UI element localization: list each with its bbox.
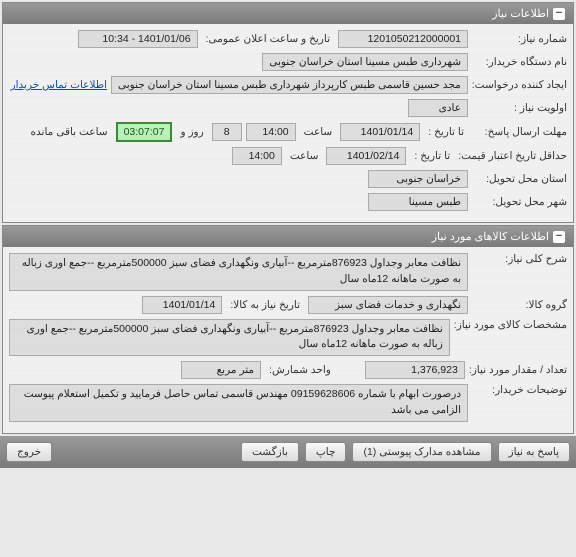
value-goods-group: نگهداری و خدمات فضای سبز (308, 296, 468, 314)
label-qty: تعداد / مقدار مورد نیاز: (469, 364, 567, 376)
label-city: شهر محل تحویل: (472, 196, 567, 208)
label-buyer-org: نام دستگاه خریدار: (472, 56, 567, 68)
label-requester: ایجاد کننده درخواست: (472, 79, 567, 91)
value-validity-time: 14:00 (232, 147, 282, 165)
row-need-desc: شرح کلی نیاز: نظافت معابر وجداول 876923م… (9, 253, 567, 291)
value-goods-spec: نظافت معابر وجداول 876923مترمربع --آبیار… (9, 319, 450, 357)
value-unit: متر مربع (181, 361, 261, 379)
row-priority: اولویت نیاز : عادی (9, 99, 567, 117)
footer-toolbar: پاسخ به نیاز مشاهده مدارک پیوستی (1) چاپ… (0, 436, 576, 468)
goods-info-panel: − اطلاعات کالاهای مورد نیاز شرح کلی نیاز… (2, 225, 574, 434)
label-goods-spec: مشخصات کالای مورد نیاز: (454, 319, 567, 331)
need-info-header: − اطلاعات نیاز (3, 3, 573, 24)
label-announce-date: تاریخ و ساعت اعلان عمومی: (206, 33, 330, 45)
print-button[interactable]: چاپ (305, 442, 347, 462)
label-validity-date: تا تاریخ : (414, 150, 450, 162)
value-city: طبس مسینا (368, 193, 468, 211)
value-need-desc: نظافت معابر وجداول 876923مترمربع --آبیار… (9, 253, 468, 291)
label-buyer-note: توضیحات خریدار: (472, 384, 567, 396)
row-qty: تعداد / مقدار مورد نیاز: 1,376,923 واحد … (9, 361, 567, 379)
value-priority: عادی (408, 99, 468, 117)
goods-info-title: اطلاعات کالاهای مورد نیاز (432, 230, 549, 243)
back-button[interactable]: بازگشت (241, 442, 299, 462)
row-requester: ایجاد کننده درخواست: مجد حسین قاسمی طبس … (9, 76, 567, 94)
collapse-icon-2[interactable]: − (553, 231, 565, 243)
value-province: خراسان جنوبی (368, 170, 468, 188)
row-need-number: شماره نیاز: 1201050212000001 تاریخ و ساع… (9, 30, 567, 48)
collapse-icon[interactable]: − (553, 8, 565, 20)
goods-info-body: شرح کلی نیاز: نظافت معابر وجداول 876923م… (3, 247, 573, 433)
label-deadline: مهلت ارسال پاسخ: (472, 126, 567, 138)
label-need-desc: شرح کلی نیاز: (472, 253, 567, 265)
attachments-button[interactable]: مشاهده مدارک پیوستی (1) (352, 442, 491, 462)
exit-button[interactable]: خروج (6, 442, 52, 462)
label-unit: واحد شمارش: (269, 364, 331, 376)
need-info-panel: − اطلاعات نیاز شماره نیاز: 1201050212000… (2, 2, 574, 223)
row-buyer-note: توضیحات خریدار: درصورت ابهام با شماره 09… (9, 384, 567, 422)
label-deadline-date: تا تاریخ : (428, 126, 464, 138)
label-deadline-time: ساعت (304, 126, 333, 138)
value-announce-date: 1401/01/06 - 10:34 (78, 30, 198, 48)
value-days-remaining: 8 (212, 123, 242, 141)
row-deadline: مهلت ارسال پاسخ: تا تاریخ : 1401/01/14 س… (9, 122, 567, 142)
goods-info-header: − اطلاعات کالاهای مورد نیاز (3, 226, 573, 247)
value-buyer-note: درصورت ابهام با شماره 09159628606 مهندس … (9, 384, 468, 422)
label-need-number: شماره نیاز: (472, 33, 567, 45)
row-province: استان محل تحویل: خراسان جنوبی (9, 170, 567, 188)
label-goods-group: گروه کالا: (472, 299, 567, 311)
label-validity-time: ساعت (290, 150, 319, 162)
value-time-remaining: 03:07:07 (116, 122, 173, 142)
row-goods-group: گروه کالا: نگهداری و خدمات فضای سبز تاری… (9, 296, 567, 314)
row-goods-spec: مشخصات کالای مورد نیاز: نظافت معابر وجدا… (9, 319, 567, 357)
value-qty: 1,376,923 (365, 361, 465, 379)
value-deadline-date: 1401/01/14 (340, 123, 420, 141)
label-priority: اولویت نیاز : (472, 102, 567, 114)
buyer-contact-link[interactable]: اطلاعات تماس خریدار (11, 79, 107, 91)
respond-button[interactable]: پاسخ به نیاز (498, 442, 570, 462)
label-validity: حداقل تاریخ اعتبار قیمت: (458, 150, 567, 162)
value-need-date: 1401/01/14 (142, 296, 222, 314)
label-province: استان محل تحویل: (472, 173, 567, 185)
label-remaining: ساعت باقی مانده (31, 126, 108, 138)
value-validity-date: 1401/02/14 (326, 147, 406, 165)
value-need-number: 1201050212000001 (338, 30, 468, 48)
row-buyer-org: نام دستگاه خریدار: شهرداری طبس مسینا است… (9, 53, 567, 71)
row-validity: حداقل تاریخ اعتبار قیمت: تا تاریخ : 1401… (9, 147, 567, 165)
value-deadline-time: 14:00 (246, 123, 296, 141)
label-days: روز و (180, 126, 203, 138)
label-need-date: تاریخ نیاز به کالا: (230, 299, 300, 311)
row-city: شهر محل تحویل: طبس مسینا (9, 193, 567, 211)
value-buyer-org: شهرداری طبس مسینا استان خراسان جنوبی (262, 53, 468, 71)
need-info-title: اطلاعات نیاز (492, 7, 549, 20)
value-requester: مجد حسین قاسمی طبس کارپرداز شهرداری طبس … (111, 76, 468, 94)
need-info-body: شماره نیاز: 1201050212000001 تاریخ و ساع… (3, 24, 573, 222)
